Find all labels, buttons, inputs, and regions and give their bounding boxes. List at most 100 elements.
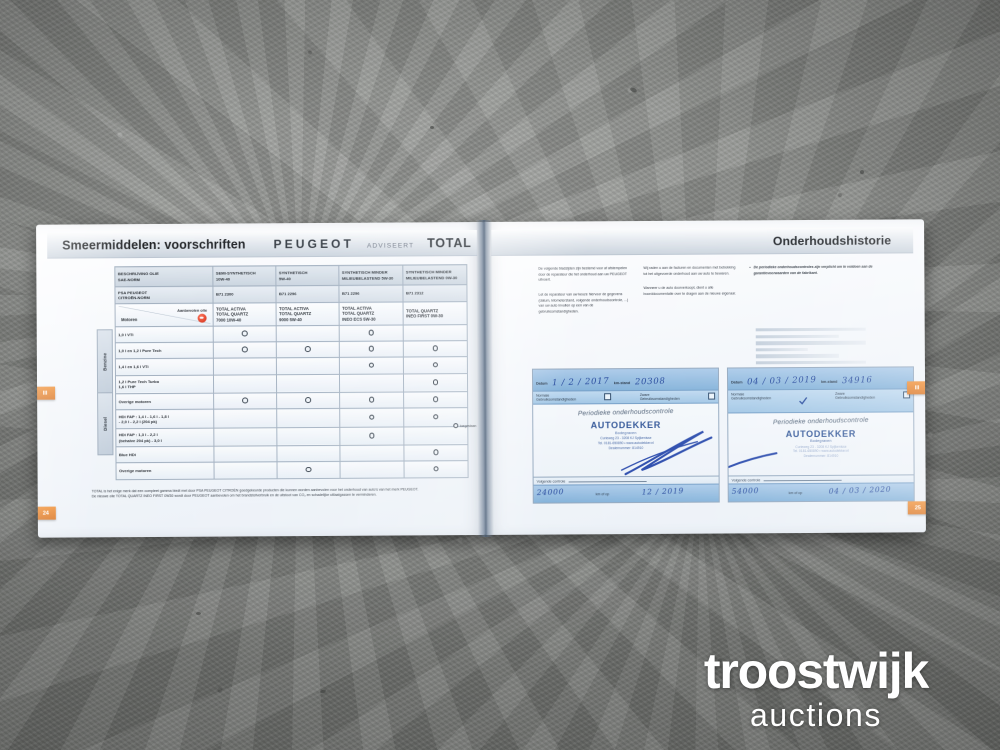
km-label: km-stand (821, 379, 838, 384)
stamp-next-service[interactable]: Volgende controle 54000 km of op 04 / 03… (728, 474, 914, 502)
next-date-value: 04 / 03 / 2020 (828, 484, 892, 496)
approval-mark-cell (403, 391, 468, 409)
stamp-next-service[interactable]: Volgende controle 24000 km of op 12 / 20… (533, 475, 719, 503)
engine-label-line: (behalve 204 pk) - 3,0 l (118, 437, 162, 443)
table-row: 1,2 l Pure Tech Turbo 1,6 l THP (115, 373, 468, 394)
stamp-date-row[interactable]: Datum 04 / 03 / 2019 km-stand 34916 (727, 367, 914, 391)
km-value: 34916 (841, 374, 873, 386)
engine-label-line: Blue HDi (118, 452, 136, 458)
next-km-value: 24000 (536, 487, 565, 498)
engine-label-cell: 1,2 l Pure Tech Turbo 1,6 l THP (115, 374, 214, 394)
next-km-value: 54000 (731, 485, 760, 496)
page-tab-chapter-left[interactable]: III (36, 386, 56, 400)
next-service-rule (568, 480, 647, 482)
normal-conditions-checkbox[interactable] (604, 393, 612, 401)
norm-label-cell: PSA PEUGEOT CITROËN-NORM (114, 286, 214, 304)
date-value: 1 / 2 / 2017 (551, 375, 610, 388)
approval-mark-cell (339, 357, 404, 374)
heavy-conditions-option[interactable]: Zware Gebruiksomstandigheden (639, 392, 680, 402)
intro-column-3: • De periodieke onderhoudscontroles zijn… (749, 265, 874, 277)
engine-label-cell: Overige motoren (115, 393, 214, 410)
norm-value-cell: B71 2296 (338, 284, 404, 303)
approval-dot-icon (305, 466, 312, 473)
approval-dot-icon (432, 379, 439, 385)
dealer-city: Bodegraven (615, 430, 637, 436)
intro-paragraph: De volgende bladzijden zijn bestemd voor… (538, 266, 628, 282)
engine-label-line: 1,0 l VTi (118, 332, 134, 338)
stamp-date-row[interactable]: Datum 1 / 2 / 2017 km-stand 20308 (532, 368, 719, 392)
approval-dot-icon (305, 346, 311, 353)
empty-cell (213, 427, 277, 447)
norm-value-cell: B71 2312 (402, 284, 468, 302)
category-label-benzine: Benzine (96, 329, 114, 394)
stamp-conditions-row[interactable]: Normale Gebruiksomstandigheden Zware Geb… (533, 390, 719, 406)
empty-cell (403, 324, 468, 342)
floor-speck (196, 612, 201, 615)
date-label: Datum (536, 381, 548, 386)
empty-cell (213, 374, 277, 394)
engine-label-line: Overige motoren (118, 399, 152, 405)
booklet-left-page[interactable]: Smeermiddelen: voorschriften PEUGEOT ADV… (36, 221, 485, 538)
page-tab-chapter-right[interactable]: III (907, 381, 926, 395)
empty-cell (276, 373, 340, 393)
product-cell: TOTAL ACTIVA TOTAL QUARTZ INEO ECS 5W-30 (339, 301, 404, 326)
periodic-check-title: Periodieke onderhoudscontrole (577, 408, 674, 418)
heavy-conditions-option[interactable]: Zware Gebruiksomstandigheden (835, 391, 876, 401)
total-wordmark: TOTAL (427, 235, 472, 250)
approval-mark-cell (276, 341, 340, 359)
approval-dot-icon (305, 397, 311, 403)
brand-lockup: PEUGEOT ADVISEERT TOTAL (274, 236, 472, 251)
table-footnote: toegestaan (452, 423, 476, 429)
next-service-values-row[interactable]: 54000 km of op 04 / 03 / 2020 (728, 482, 914, 502)
diagonal-divider-icon (118, 306, 211, 324)
booklet-right-page[interactable]: Onderhoudshistorie De volgende bladzijde… (483, 219, 926, 535)
watermark-line-1: troostwijk (703, 643, 929, 699)
floor-speck (860, 170, 864, 174)
service-booklet[interactable]: Smeermiddelen: voorschriften PEUGEOT ADV… (36, 219, 926, 538)
empty-cell (213, 408, 277, 428)
approval-dot-icon (433, 465, 439, 472)
header-cell-synthetic-low-5w30: SYNTHETISCH MINDER MILIEUBELASTEND 5W-30 (338, 264, 403, 286)
approval-mark-cell (213, 392, 277, 410)
table-product-row: Aanbevolen olie Motoren TOTAL ACTIVA TOT… (115, 301, 468, 327)
maintenance-stamp-entry[interactable]: Datum 04 / 03 / 2019 km-stand 34916 Norm… (726, 366, 915, 503)
empty-cell (213, 445, 278, 463)
stamp-dealer-area: Periodieke onderhoudscontrole AUTODEKKER… (533, 404, 718, 484)
warranty-bullet: • De periodieke onderhoudscontroles zijn… (749, 264, 873, 275)
empty-cell (340, 461, 405, 478)
normal-conditions-option[interactable]: Normale Gebruiksomstandigheden (536, 393, 577, 402)
page-number-tab-left[interactable]: 24 (36, 506, 56, 520)
recommended-oil-cell: Aanbevolen olie Motoren (115, 303, 214, 327)
header-cell-semi-synthetic: SEMI-SYNTHETISCH 10W-40 (212, 265, 276, 287)
engine-label-line: 1,4 l en 1,6 l VTi (118, 364, 149, 370)
watermark-line-2: auctions (750, 696, 882, 733)
engine-label-cell: HDi FAP : 1,3 l - 2,2 l (behalve 204 pk) … (115, 427, 214, 447)
norm-value-cell: B71 2300 (212, 285, 277, 304)
allowed-dot-icon (452, 423, 458, 429)
faded-stamp-imprint (755, 327, 871, 368)
next-service-values-row[interactable]: 24000 km of op 12 / 2019 (533, 483, 719, 503)
page-number-tab-right[interactable]: 25 (907, 501, 926, 515)
header-cell-description: BESCHRIJVING OLIE SAE-NORM (114, 266, 213, 287)
engine-label-cell: Blue HDi (115, 446, 215, 464)
engine-label-cell: Overige motoren (116, 462, 215, 480)
approval-dot-icon (368, 414, 375, 420)
empty-cell (214, 462, 278, 479)
approval-mark-cell (339, 341, 404, 358)
empty-cell (403, 426, 468, 446)
product-cell: TOTAL QUARTZ INEO FIRST 0W-30 (403, 301, 468, 325)
approval-dot-icon (242, 397, 248, 404)
maintenance-stamp-entry[interactable]: Datum 1 / 2 / 2017 km-stand 20308 Normal… (531, 367, 720, 504)
left-page-title: Smeermiddelen: voorschriften (62, 236, 246, 253)
periodic-check-title: Periodieke onderhoudscontrole (772, 416, 869, 426)
km-value: 20308 (634, 375, 666, 387)
date-value: 04 / 03 / 2019 (746, 374, 817, 387)
engine-label-cell: 1,0 l VTi (115, 326, 214, 343)
normal-conditions-option[interactable]: Normale Gebruiksomstandigheden (731, 392, 772, 401)
table-header-row: BESCHRIJVING OLIE SAE-NORM SEMI-SYNTHETI… (114, 264, 467, 287)
stamp-conditions-row[interactable]: Normale Gebruiksomstandigheden Zware Geb… (728, 389, 914, 414)
header-cell-synthetic-low-0w30: SYNTHETISCH MINDER MILIEUBELASTEND 0W-30 (402, 264, 467, 285)
peugeot-wordmark: PEUGEOT (273, 236, 355, 251)
table-norm-row: PSA PEUGEOT CITROËN-NORM B71 2300 B71 22… (114, 284, 468, 304)
heavy-conditions-checkbox[interactable] (708, 392, 716, 400)
